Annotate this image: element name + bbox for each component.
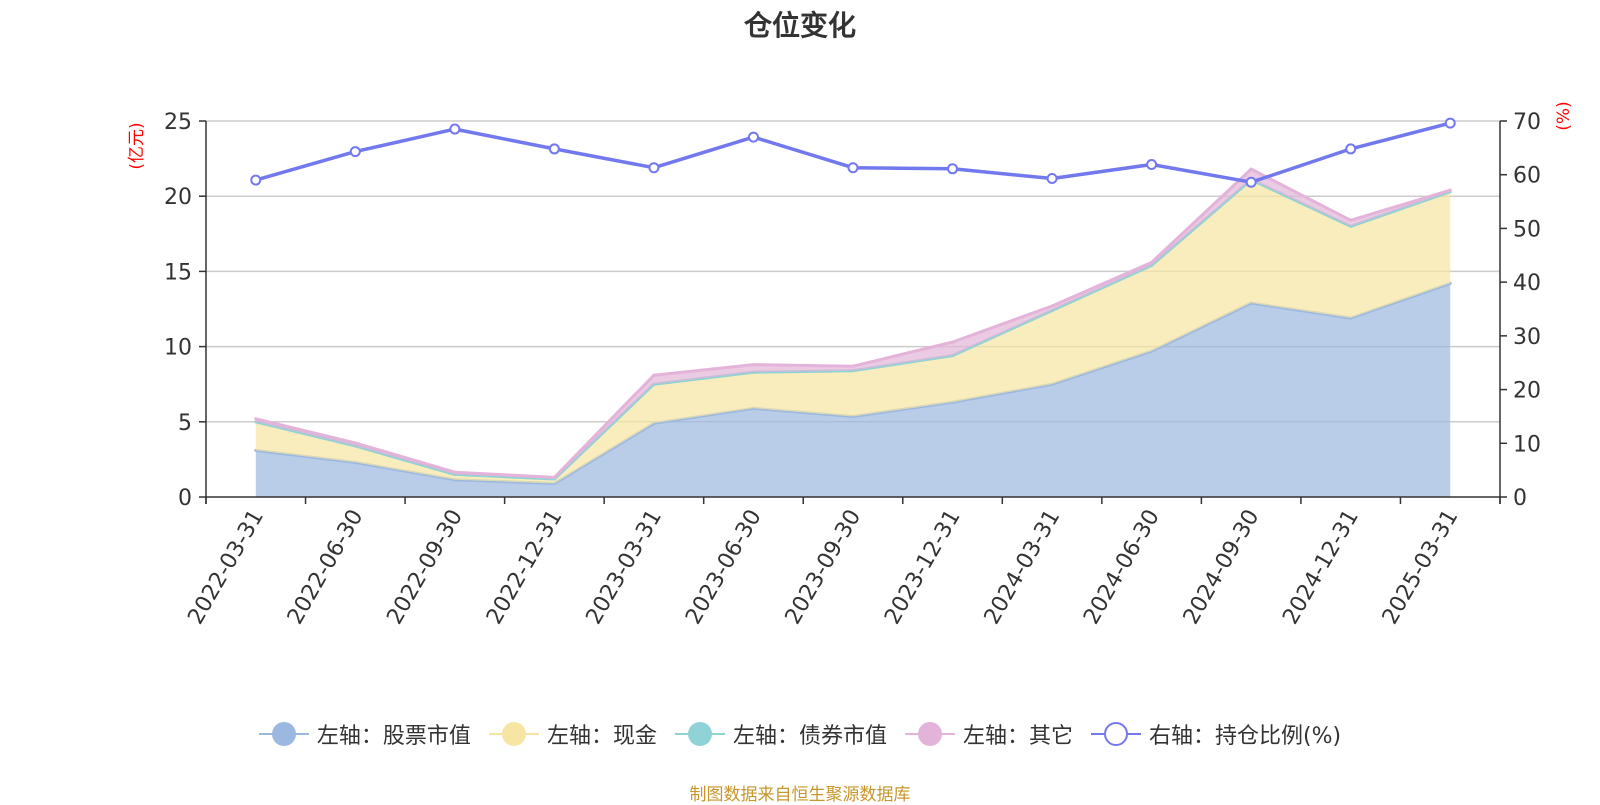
legend-label: 右轴：持仓比例(%)	[1148, 724, 1342, 749]
left-axis-tick-label: 10	[164, 336, 192, 361]
holding-ratio-point	[847, 162, 859, 174]
left-axis-tick-label: 5	[178, 411, 192, 436]
holding-ratio-line	[255, 121, 1451, 184]
legend-label: 左轴：现金	[546, 724, 657, 749]
right-axis-tick-label: 50	[1513, 217, 1541, 242]
holding-ratio-point	[349, 146, 361, 158]
holding-ratio-point	[1146, 159, 1158, 171]
series-3-point	[1349, 218, 1353, 222]
series-0-area	[255, 283, 1451, 497]
x-axis-tick-label: 2024-03-31	[980, 506, 1066, 629]
data-source-note: 制图数据来自恒生聚源数据库	[689, 785, 911, 805]
legend-label: 左轴：其它	[962, 724, 1073, 749]
legend-marker-icon	[904, 720, 955, 748]
holding-ratio-point	[250, 174, 262, 186]
x-axis-tick-label: 2023-03-31	[582, 506, 668, 629]
left-axis-tick-label: 15	[164, 260, 192, 285]
holding-ratio-point	[947, 163, 959, 175]
series-3-point	[1249, 167, 1253, 171]
legend-label: 左轴：债券市值	[732, 724, 887, 749]
legend-item[interactable]: 左轴：股票市值	[258, 718, 471, 750]
legend-label: 左轴：股票市值	[316, 724, 471, 749]
holding-ratio-point	[548, 143, 560, 155]
legend-marker-icon	[1090, 720, 1141, 748]
series-3-point	[552, 475, 556, 479]
series-3-point	[652, 373, 656, 377]
holding-ratio-point	[648, 162, 660, 174]
x-axis-tick-label: 2025-03-31	[1378, 506, 1464, 629]
chart-title: 仓位变化	[743, 9, 856, 42]
legend-marker-icon	[258, 720, 309, 748]
x-axis-tick-label: 2024-12-31	[1278, 506, 1364, 629]
series-3-point	[1050, 304, 1054, 308]
holding-ratio-point	[747, 131, 759, 143]
holding-ratio-point	[1345, 143, 1357, 155]
legend-marker-icon	[674, 720, 725, 748]
holding-ratio-point	[1046, 172, 1058, 184]
x-axis-tick-label: 2023-06-30	[681, 506, 767, 629]
legend-item[interactable]: 右轴：持仓比例(%)	[1090, 718, 1342, 750]
x-axis-tick-label: 2024-06-30	[1079, 506, 1165, 629]
left-axis-tick-label: 25	[164, 110, 192, 135]
left-axis-label: (亿元)	[127, 122, 147, 169]
series-3-point	[951, 340, 955, 344]
holding-ratio-point	[1444, 117, 1456, 129]
right-axis-tick-label: 10	[1513, 432, 1541, 457]
right-axis-tick-label: 30	[1513, 325, 1541, 350]
legend-item[interactable]: 左轴：债券市值	[674, 718, 887, 750]
x-axis-tick-label: 2024-09-30	[1179, 506, 1265, 629]
x-axis-tick-label: 2022-06-30	[283, 506, 369, 629]
legend-item[interactable]: 左轴：其它	[904, 718, 1073, 750]
series-3-point	[1150, 260, 1154, 264]
right-axis-tick-label: 0	[1513, 486, 1527, 511]
series-3-point	[254, 417, 258, 421]
series-3-point	[751, 363, 755, 367]
position-change-chart: 0 5 10 15 20 25 0 10 20 30 40 50 60 70 (亿元) (%) 2022-03-…	[127, 101, 1574, 629]
holding-ratio-point	[1245, 176, 1257, 188]
x-axis-tick-label: 2022-09-30	[382, 506, 468, 629]
left-axis-tick-label: 0	[178, 486, 192, 511]
right-axis-tick-label: 20	[1513, 379, 1541, 404]
series-3-point	[453, 470, 457, 474]
x-axis-tick-label: 2023-09-30	[781, 506, 867, 629]
x-axis-tick-label: 2023-12-31	[880, 506, 966, 629]
x-axis-tick-label: 2022-03-31	[183, 506, 269, 629]
series-3-point	[851, 364, 855, 368]
holding-ratio-point	[449, 123, 461, 135]
legend-item[interactable]: 左轴：现金	[488, 718, 657, 750]
left-axis-tick-label: 20	[164, 185, 192, 210]
chart-legend: 左轴：股票市值 左轴：现金 左轴：债券市值 左轴：其它 右轴：持仓比例(%)	[0, 718, 1600, 752]
x-axis-tick-label: 2022-12-31	[482, 506, 568, 629]
right-axis-label: (%)	[1554, 101, 1574, 130]
right-axis-tick-label: 70	[1513, 110, 1541, 135]
series-3-point	[353, 441, 357, 445]
legend-marker-icon	[488, 720, 539, 748]
right-axis-tick-label: 60	[1513, 164, 1541, 189]
right-axis-tick-label: 40	[1513, 271, 1541, 296]
series-3-point	[1448, 188, 1452, 192]
